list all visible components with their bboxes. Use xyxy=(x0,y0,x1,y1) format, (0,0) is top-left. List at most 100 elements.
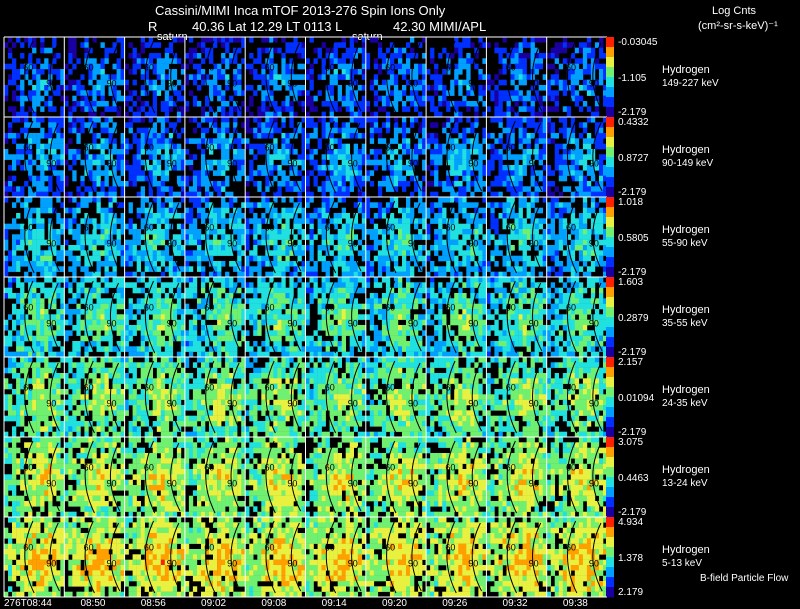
heatmap-cell xyxy=(603,90,608,96)
heatmap-cell xyxy=(514,170,519,176)
heatmap-cell xyxy=(20,234,25,240)
heatmap-cell xyxy=(305,170,310,176)
heatmap-cell xyxy=(108,330,113,336)
heatmap-cell xyxy=(172,149,178,155)
heatmap-cell xyxy=(603,85,608,91)
heatmap-cell xyxy=(197,69,202,75)
contour-arc xyxy=(49,122,60,192)
heatmap-cell xyxy=(261,229,266,235)
heatmap-cell xyxy=(217,133,222,139)
heatmap-cell xyxy=(253,202,258,208)
heatmap-cell xyxy=(369,202,375,208)
heatmap-cell xyxy=(321,58,326,64)
heatmap-cell xyxy=(245,202,250,208)
heatmap-cell xyxy=(176,165,182,171)
heatmap-cell xyxy=(434,181,439,187)
heatmap-cell xyxy=(361,106,367,112)
heatmap-cell xyxy=(474,186,479,192)
heatmap-cell xyxy=(466,234,471,240)
heatmap-cell xyxy=(28,133,33,139)
heatmap-cell xyxy=(337,239,342,246)
heatmap-cell xyxy=(148,218,153,224)
species-label: Hydrogen xyxy=(662,224,710,236)
heatmap-cell xyxy=(168,42,174,48)
heatmap-cell xyxy=(233,223,238,230)
heatmap-cell xyxy=(462,133,467,139)
heatmap-cell xyxy=(48,165,53,171)
heatmap-cell xyxy=(209,138,214,144)
heatmap-cell xyxy=(406,95,411,102)
heatmap-cell xyxy=(381,255,387,262)
heatmap-cell xyxy=(349,111,354,118)
heatmap-cell xyxy=(265,63,270,70)
heatmap-cell xyxy=(197,186,202,192)
heatmap-cell xyxy=(140,218,145,224)
heatmap-cell xyxy=(60,122,65,128)
heatmap-cell xyxy=(112,239,117,246)
heatmap-cell xyxy=(450,85,455,91)
heatmap-cell xyxy=(180,213,186,219)
heatmap-cell xyxy=(184,63,190,70)
heatmap-cell xyxy=(88,74,93,80)
heatmap-cell xyxy=(369,122,375,128)
heatmap-cell xyxy=(281,138,286,144)
heatmap-cell xyxy=(506,175,511,182)
heatmap-cell xyxy=(20,53,25,59)
heatmap-cell xyxy=(225,138,230,144)
heatmap-cell xyxy=(398,95,403,102)
heatmap-cell xyxy=(558,218,564,224)
heatmap-cell xyxy=(152,175,157,182)
contour-arc xyxy=(471,202,483,272)
heatmap-cell xyxy=(554,106,559,112)
heatmap-cell xyxy=(104,127,109,134)
heatmap-cell xyxy=(24,202,29,208)
heatmap-cell xyxy=(381,122,387,128)
heatmap-cell xyxy=(144,351,149,358)
heatmap-cell xyxy=(128,335,133,342)
contour-label-90: 90 xyxy=(46,239,56,249)
heatmap-cell xyxy=(506,223,511,230)
heatmap-cell xyxy=(586,154,592,160)
heatmap-cell xyxy=(538,122,543,128)
heatmap-cell xyxy=(293,149,298,155)
heatmap-cell xyxy=(599,197,604,203)
heatmap-cell xyxy=(438,218,443,224)
heatmap-cell xyxy=(458,191,463,198)
heatmap-cell xyxy=(197,255,202,262)
heatmap-cell xyxy=(542,85,547,91)
heatmap-cell xyxy=(510,266,515,272)
heatmap-cell xyxy=(594,133,600,139)
heatmap-cell xyxy=(68,197,73,203)
heatmap-cell xyxy=(32,287,37,294)
heatmap-cell xyxy=(337,170,342,176)
heatmap-cell xyxy=(562,165,568,171)
heatmap-cell xyxy=(570,255,576,262)
heatmap-cell xyxy=(120,298,125,304)
heatmap-cell xyxy=(32,90,37,96)
heatmap-cell xyxy=(438,154,443,160)
heatmap-cell xyxy=(281,79,286,86)
heatmap-cell xyxy=(434,266,439,272)
heatmap-cell xyxy=(422,117,427,123)
heatmap-cell xyxy=(116,165,121,171)
heatmap-cell xyxy=(398,58,403,64)
heatmap-cell xyxy=(221,229,226,235)
heatmap-cell xyxy=(586,133,592,139)
heatmap-cell xyxy=(599,127,604,134)
heatmap-cell xyxy=(156,159,162,166)
heatmap-cell xyxy=(12,234,17,240)
heatmap-cell xyxy=(132,170,137,176)
heatmap-cell xyxy=(590,165,596,171)
heatmap-cell xyxy=(12,138,17,144)
heatmap-cell xyxy=(269,234,274,240)
heatmap-cell xyxy=(373,239,379,246)
heatmap-cell xyxy=(233,53,238,59)
heatmap-cell xyxy=(56,234,61,240)
heatmap-cell xyxy=(168,191,174,198)
heatmap-cell xyxy=(301,271,306,278)
heatmap-cell xyxy=(377,149,383,155)
heatmap-cell xyxy=(120,186,125,192)
heatmap-cell xyxy=(84,229,89,235)
contour-arc xyxy=(567,120,578,194)
heatmap-cell xyxy=(168,85,174,91)
